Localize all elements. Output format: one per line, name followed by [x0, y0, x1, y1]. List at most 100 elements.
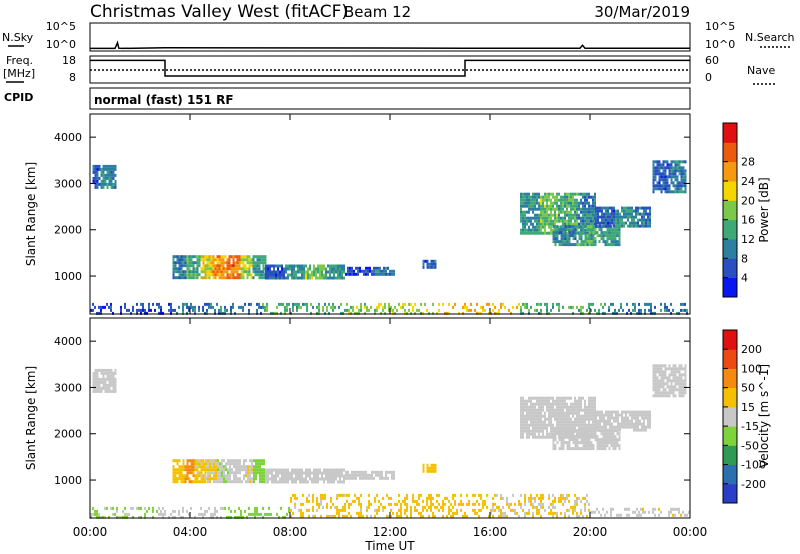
power-cell — [574, 204, 576, 208]
power-cell — [592, 195, 594, 199]
velocity-cell — [96, 371, 99, 375]
velocity-cell — [295, 480, 297, 484]
power-cell — [311, 276, 313, 280]
power-cell — [428, 262, 431, 266]
velocity-cell — [313, 468, 315, 472]
velocity-cell — [353, 470, 355, 474]
power-cell — [293, 267, 295, 271]
velocity-cell — [335, 474, 337, 478]
power-cell — [250, 261, 253, 265]
velocity-cell — [243, 468, 245, 472]
power-cell — [576, 216, 578, 220]
power-cell — [355, 272, 357, 276]
velocity-cell — [472, 502, 474, 506]
velocity-cell — [414, 508, 416, 512]
power-cell — [522, 231, 524, 235]
power-cell — [140, 302, 142, 306]
power-cell — [678, 160, 681, 164]
velocity-cell — [321, 474, 323, 478]
velocity-cell — [520, 432, 522, 436]
velocity-cell — [544, 508, 546, 512]
power-cell — [387, 266, 389, 270]
velocity-cell — [94, 386, 97, 390]
velocity-cell — [534, 499, 536, 503]
velocity-cell — [186, 471, 189, 475]
power-cell — [218, 308, 220, 312]
velocity-cell — [536, 423, 538, 427]
velocity-cell — [174, 468, 177, 472]
power-cell — [540, 231, 542, 235]
x-tick-label: 00:00 — [73, 525, 108, 539]
velocity-cell — [616, 513, 618, 517]
power-cell — [645, 221, 647, 225]
velocity-cell — [600, 432, 603, 436]
power-cell — [556, 219, 558, 223]
power-cell — [576, 201, 578, 205]
velocity-cell — [674, 382, 677, 386]
power-cell — [204, 270, 207, 274]
power-cell — [564, 204, 566, 208]
velocity-cell — [586, 432, 589, 436]
velocity-cell — [558, 429, 561, 433]
velocity-cell — [305, 471, 307, 475]
power-cell — [682, 181, 685, 185]
velocity-cell — [410, 505, 412, 509]
date-title: 30/Mar/2019 — [594, 3, 690, 21]
velocity-cell — [359, 473, 361, 477]
velocity-cell — [254, 506, 256, 510]
power-cell — [266, 302, 268, 306]
power-cell — [335, 276, 337, 280]
velocity-cell — [556, 423, 558, 427]
velocity-cell — [196, 471, 199, 475]
velocity-cell — [273, 480, 275, 484]
velocity-cell — [251, 477, 253, 481]
power-cell — [532, 228, 534, 232]
velocity-cell — [285, 474, 287, 478]
power-cell — [616, 311, 618, 315]
velocity-cell — [592, 510, 594, 514]
velocity-cell — [337, 468, 339, 472]
power-cell — [670, 190, 673, 194]
velocity-cell — [331, 471, 333, 475]
velocity-cell — [546, 426, 548, 430]
velocity-cell — [368, 505, 370, 509]
velocity-cell — [307, 480, 309, 484]
velocity-cell — [305, 477, 307, 481]
velocity-cell — [305, 474, 307, 478]
power-cell — [635, 206, 637, 210]
power-cell — [190, 273, 193, 277]
velocity-cell — [674, 513, 676, 517]
power-colorbar-title: Power [dB] — [757, 177, 771, 242]
velocity-colorbar-swatch — [723, 330, 737, 350]
velocity-cell — [448, 511, 450, 515]
power-cell — [572, 234, 575, 238]
velocity-cell — [263, 471, 265, 475]
power-cell — [568, 234, 571, 238]
power-cell — [572, 216, 574, 220]
velocity-cell — [546, 399, 548, 403]
velocity-cell — [674, 376, 677, 380]
power-cell — [584, 204, 586, 208]
velocity-cell — [320, 496, 322, 500]
velocity-cell — [243, 465, 245, 469]
power-cell — [584, 201, 586, 205]
velocity-cell — [564, 417, 566, 421]
velocity-cell — [590, 411, 592, 415]
velocity-cell — [330, 514, 332, 518]
velocity-cell — [586, 405, 588, 409]
power-cell — [650, 305, 652, 309]
power-cell — [194, 270, 197, 274]
power-cell — [110, 185, 113, 189]
power-cell — [649, 218, 651, 222]
power-cell — [540, 207, 542, 211]
velocity-cell — [609, 413, 611, 417]
velocity-cell — [656, 388, 659, 392]
power-cell — [668, 190, 671, 194]
velocity-cell — [617, 419, 619, 423]
velocity-cell — [186, 477, 189, 481]
power-cell — [554, 201, 556, 205]
velocity-cell — [225, 480, 227, 484]
velocity-cell — [658, 388, 661, 392]
power-cell — [250, 273, 253, 277]
